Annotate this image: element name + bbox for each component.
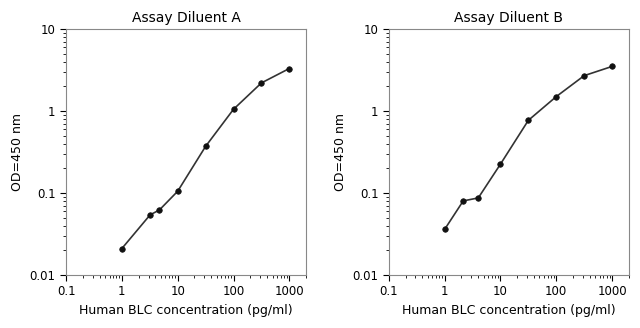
Y-axis label: OD=450 nm: OD=450 nm: [11, 113, 24, 191]
X-axis label: Human BLC concentration (pg/ml): Human BLC concentration (pg/ml): [79, 304, 293, 317]
X-axis label: Human BLC concentration (pg/ml): Human BLC concentration (pg/ml): [402, 304, 616, 317]
Title: Assay Diluent B: Assay Diluent B: [454, 11, 563, 25]
Y-axis label: OD=450 nm: OD=450 nm: [334, 113, 347, 191]
Title: Assay Diluent A: Assay Diluent A: [132, 11, 241, 25]
